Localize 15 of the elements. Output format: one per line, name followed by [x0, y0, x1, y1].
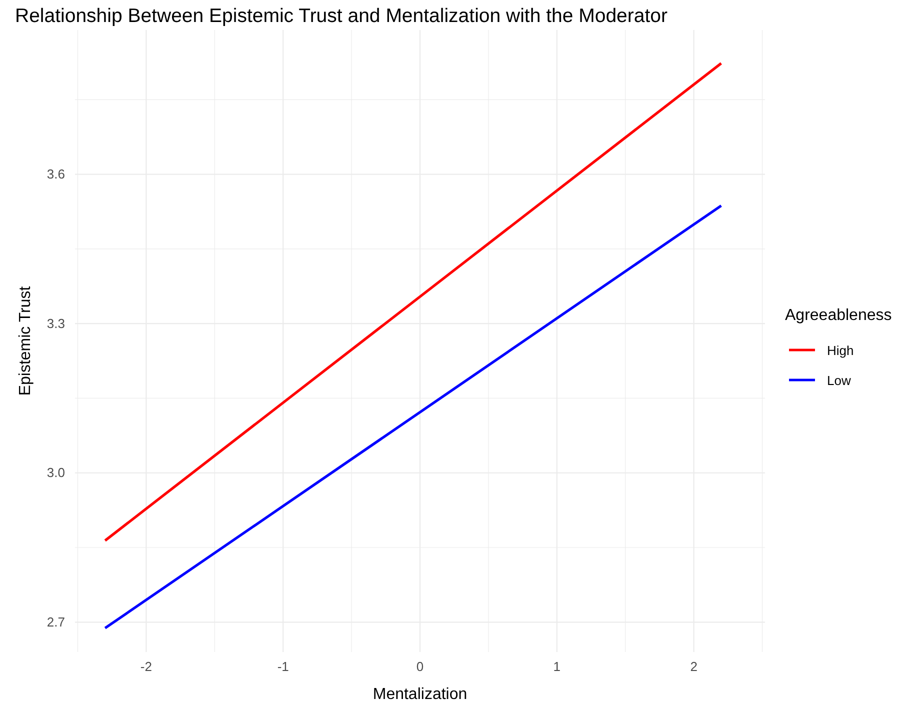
- x-tick-label: -2: [140, 659, 152, 674]
- y-tick-label: 3.0: [46, 465, 65, 480]
- y-axis-title: Epistemic Trust: [17, 286, 34, 396]
- x-tick-label: -1: [277, 659, 289, 674]
- chart-title: Relationship Between Epistemic Trust and Mentalization with the Moderator: [15, 5, 668, 27]
- x-tick-label: 2: [690, 659, 698, 674]
- y-tick-label: 3.3: [46, 316, 65, 331]
- x-axis-title: Mentalization: [372, 686, 468, 703]
- legend-title: Agreeableness: [785, 307, 892, 324]
- legend-label: Low: [827, 373, 852, 388]
- legend-label: High: [827, 343, 854, 358]
- x-tick-label: 1: [553, 659, 561, 674]
- y-tick-label: 2.7: [46, 614, 65, 630]
- x-tick-label: 0: [416, 659, 424, 674]
- y-tick-label: 3.6: [46, 166, 65, 182]
